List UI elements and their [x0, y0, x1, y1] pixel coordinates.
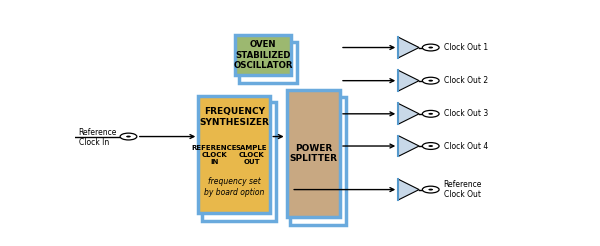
Circle shape: [422, 110, 439, 117]
Circle shape: [120, 133, 137, 140]
Circle shape: [422, 44, 439, 51]
Circle shape: [422, 143, 439, 149]
Text: Reference
Clock In: Reference Clock In: [79, 128, 117, 147]
Text: frequency set
by board option: frequency set by board option: [204, 177, 265, 197]
FancyBboxPatch shape: [198, 96, 271, 213]
Circle shape: [428, 113, 433, 115]
Circle shape: [428, 46, 433, 48]
Circle shape: [422, 77, 439, 84]
Text: REFERENCE
CLOCK
IN: REFERENCE CLOCK IN: [192, 145, 237, 165]
Circle shape: [428, 189, 433, 191]
Text: Clock Out 2: Clock Out 2: [444, 76, 488, 85]
Text: POWER
SPLITTER: POWER SPLITTER: [289, 144, 337, 163]
Circle shape: [428, 145, 433, 147]
Text: Clock Out 4: Clock Out 4: [444, 141, 488, 151]
Circle shape: [126, 136, 131, 138]
Circle shape: [422, 186, 439, 193]
Polygon shape: [398, 70, 419, 91]
Text: OVEN
STABILIZED
OSCILLATOR: OVEN STABILIZED OSCILLATOR: [233, 40, 293, 70]
FancyBboxPatch shape: [235, 35, 291, 75]
Polygon shape: [398, 179, 419, 200]
Text: Clock Out 1: Clock Out 1: [444, 43, 488, 52]
Text: Clock Out 3: Clock Out 3: [444, 109, 488, 118]
Polygon shape: [398, 103, 419, 124]
Polygon shape: [398, 37, 419, 58]
Text: Reference
Clock Out: Reference Clock Out: [444, 180, 482, 199]
Text: FREQUENCY
SYNTHESIZER: FREQUENCY SYNTHESIZER: [199, 107, 269, 127]
Circle shape: [428, 80, 433, 82]
FancyBboxPatch shape: [287, 90, 340, 217]
Polygon shape: [398, 136, 419, 156]
Text: SAMPLE
CLOCK
OUT: SAMPLE CLOCK OUT: [236, 145, 268, 165]
